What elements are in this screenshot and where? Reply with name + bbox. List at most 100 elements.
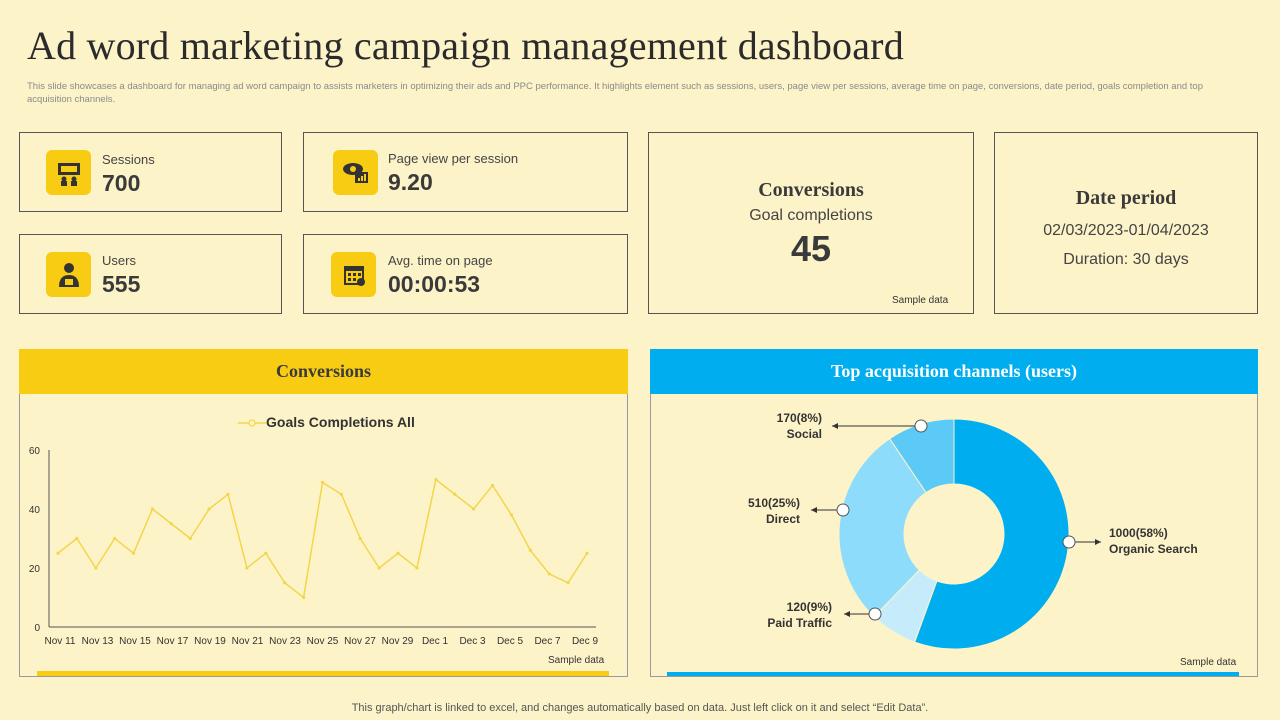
y-tick-label: 20 [29,564,41,575]
data-point [415,566,419,570]
slice-direct [838,437,927,618]
conversions-panel-bar [37,671,609,676]
callout-marker [868,607,882,621]
page-view-icon [333,150,378,195]
data-point [56,551,60,555]
y-tick-label: 60 [29,446,41,457]
x-tick-label: Dec 1 [422,636,449,647]
data-point [358,536,362,541]
slice-social [888,418,955,494]
data-point [566,581,570,585]
data-point [131,551,136,555]
callout-marker [836,503,850,517]
sample-data-note: Sample data [1180,657,1237,668]
data-point [75,536,79,541]
page-title: Ad word marketing campaign management da… [27,23,904,68]
x-tick-label: Dec 3 [459,636,486,647]
goal-completions-value: 45 [790,228,832,269]
conversions-card-title: Conversions [758,179,864,201]
page-view-label: Page view per session [388,151,519,166]
data-point [302,595,306,600]
data-point [113,536,117,541]
slice-organic-search [914,418,1070,650]
user-icon [46,252,91,297]
x-tick-label: Nov 29 [382,636,414,647]
goal-completions-label: Goal completions [749,207,873,224]
sessions-card: Sessions 700 [19,132,282,212]
slice-name-label: Direct [766,512,800,526]
x-tick-label: Dec 7 [534,636,561,647]
conversions-line-chart[interactable]: Goals Completions All 0 20 40 60 Nov 11 Nov 13… [20,394,627,676]
callout-arrow [832,423,838,429]
data-point [320,480,325,485]
slice-name-label: Organic Search [1109,542,1198,556]
callout-marker [914,419,928,433]
sample-data-note: Sample data [548,655,605,666]
data-point [226,492,230,496]
page-view-value: 9.20 [388,169,433,195]
date-range: 02/03/2023-01/04/2023 [1043,222,1209,239]
data-point [264,551,268,555]
conversions-panel-title: Conversions [275,361,371,381]
calendar-icon [331,252,376,297]
data-point [490,483,495,487]
data-point [509,513,514,517]
x-tick-label: Nov 19 [194,636,226,647]
x-tick-label: Nov 15 [119,636,151,647]
avg-time-value: 00:00:53 [388,271,481,297]
data-point [245,566,249,570]
x-tick-label: Nov 17 [157,636,189,647]
callout-direct: 510(25%) Direct [748,496,850,526]
avg-time-card: Avg. time on page 00:00:53 [303,234,628,314]
data-point [339,492,343,496]
callout-arrow [844,611,850,617]
channels-panel-header: Top acquisition channels (users) [650,349,1258,394]
channels-donut-chart[interactable]: 1000(58%) Organic Search 120(9%) Paid Traff… [651,394,1257,676]
callout-arrow [1095,539,1101,545]
channels-panel-bar [667,672,1239,676]
avg-time-label: Avg. time on page [388,253,493,268]
chart-legend: Goals Completions All [238,414,415,430]
x-tick-label: Nov 13 [82,636,114,647]
data-point [169,522,173,526]
footer-note: This graph/chart is linked to excel, and… [351,702,929,714]
y-tick-label: 40 [29,505,41,516]
callout-paid-traffic: 120(9%) Paid Traffic [767,600,882,630]
data-point [188,536,192,541]
page-subtitle: This slide showcases a dashboard for man… [27,81,1203,105]
data-point [472,507,476,511]
sample-data-note: Sample data [892,295,949,306]
date-period-title: Date period [1075,187,1177,209]
conversions-panel-header: Conversions [19,349,628,394]
channels-panel-body: 1000(58%) Organic Search 120(9%) Paid Traff… [650,394,1258,677]
data-point [150,507,155,511]
page-view-card: Page view per session 9.20 [303,132,628,212]
data-point [434,477,438,482]
data-point [94,566,98,570]
slice-name-label: Social [787,427,822,441]
x-tick-label: Nov 27 [344,636,376,647]
data-point [396,551,400,555]
sessions-label: Sessions [102,152,155,167]
data-point [547,572,551,576]
slice-value-label: 170(8%) [777,411,822,425]
x-tick-label: Nov 23 [269,636,301,647]
x-tick-label: Dec 5 [497,636,524,647]
users-label: Users [102,253,136,268]
legend-marker [248,419,256,427]
conversions-panel-body: Goals Completions All 0 20 40 60 Nov 11 Nov 13… [19,394,628,677]
conversions-card: Conversions Goal completions 45 Sample d… [648,132,974,314]
sessions-icon [46,150,91,195]
channels-panel-title: Top acquisition channels (users) [831,361,1077,381]
x-tick-label: Dec 9 [572,636,599,647]
data-point [585,551,589,555]
users-card: Users 555 [19,234,282,314]
duration: Duration: 30 days [1063,251,1189,268]
slice-value-label: 510(25%) [748,496,800,510]
y-tick-label: 0 [34,623,40,634]
data-point [453,492,457,496]
users-value: 555 [102,271,141,297]
x-tick-label: Nov 21 [232,636,264,647]
callout-arrow [811,507,817,513]
sessions-value: 700 [102,170,141,196]
